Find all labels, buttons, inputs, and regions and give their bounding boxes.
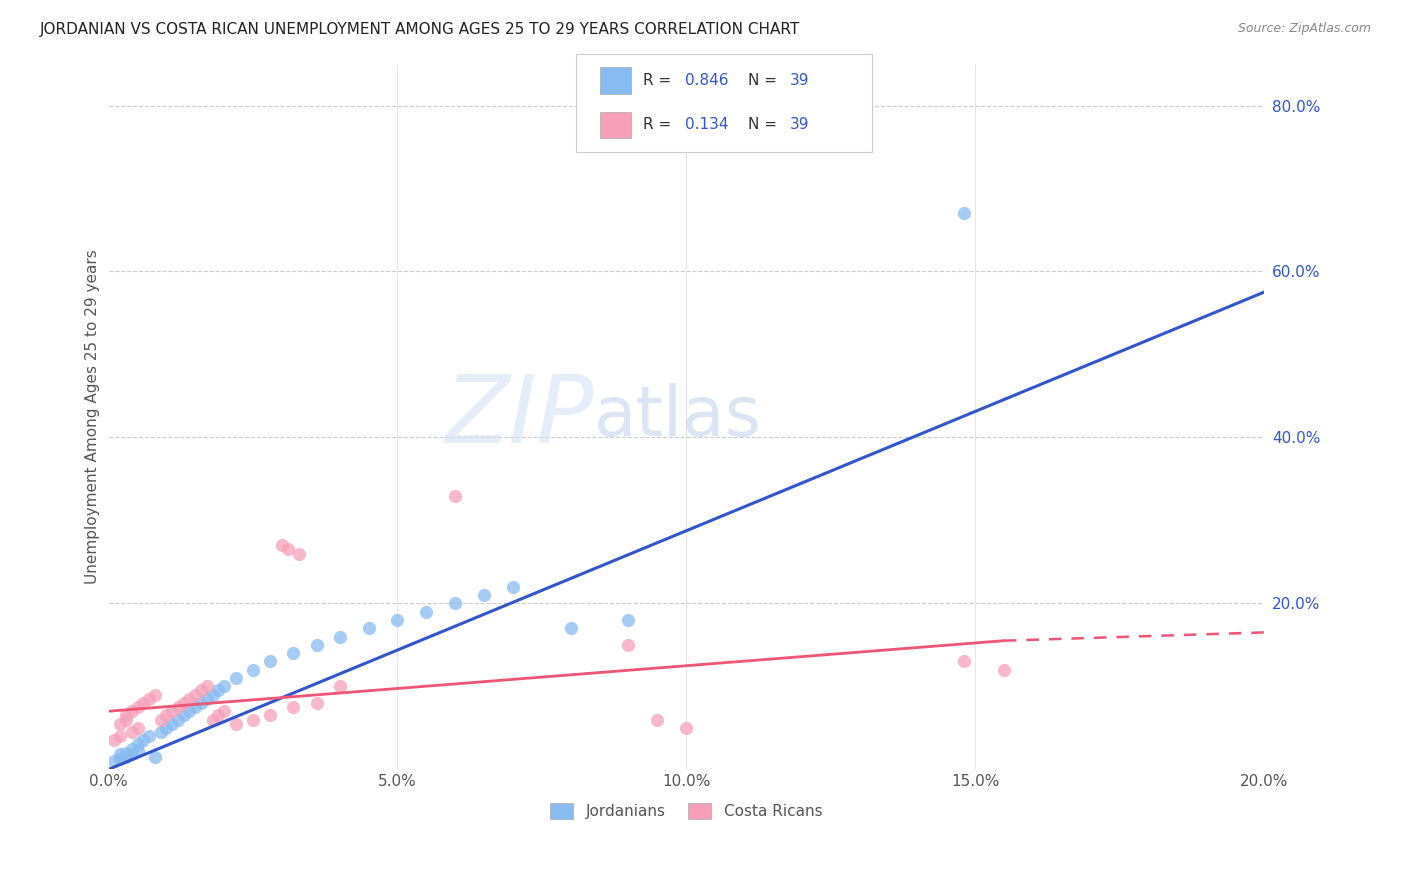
Text: JORDANIAN VS COSTA RICAN UNEMPLOYMENT AMONG AGES 25 TO 29 YEARS CORRELATION CHAR: JORDANIAN VS COSTA RICAN UNEMPLOYMENT AM… xyxy=(39,22,800,37)
Point xyxy=(952,206,974,220)
Point xyxy=(201,688,224,702)
Point xyxy=(167,713,190,727)
Point xyxy=(108,716,131,731)
Point xyxy=(179,691,201,706)
Point xyxy=(560,621,582,635)
Point xyxy=(115,749,138,764)
Text: R =: R = xyxy=(643,118,681,132)
Point xyxy=(115,713,138,727)
Point xyxy=(195,691,218,706)
Text: N =: N = xyxy=(748,73,782,87)
Point xyxy=(502,580,524,594)
Point xyxy=(283,646,305,660)
Point xyxy=(184,700,207,714)
Point xyxy=(127,744,149,758)
Point xyxy=(444,488,467,502)
Point xyxy=(143,749,166,764)
Point xyxy=(415,605,437,619)
Point xyxy=(472,588,495,602)
Point xyxy=(179,704,201,718)
Point xyxy=(184,688,207,702)
Text: 39: 39 xyxy=(790,118,810,132)
Point xyxy=(305,696,328,710)
Point xyxy=(127,700,149,714)
Point xyxy=(190,696,212,710)
Legend: Jordanians, Costa Ricans: Jordanians, Costa Ricans xyxy=(544,797,828,825)
Point xyxy=(138,691,160,706)
Y-axis label: Unemployment Among Ages 25 to 29 years: Unemployment Among Ages 25 to 29 years xyxy=(86,249,100,584)
Point xyxy=(108,752,131,766)
Point xyxy=(173,696,195,710)
Point xyxy=(155,721,177,735)
Point xyxy=(675,721,697,735)
Point xyxy=(617,638,640,652)
Point xyxy=(195,679,218,693)
Point xyxy=(127,738,149,752)
Point xyxy=(160,716,183,731)
Point xyxy=(115,746,138,760)
Point xyxy=(160,704,183,718)
Point xyxy=(387,613,409,627)
Text: N =: N = xyxy=(748,118,782,132)
Point xyxy=(329,679,352,693)
Point xyxy=(357,621,380,635)
Point xyxy=(127,721,149,735)
Text: 0.846: 0.846 xyxy=(685,73,728,87)
Point xyxy=(225,671,247,685)
Point xyxy=(115,708,138,723)
Point xyxy=(132,696,155,710)
Point xyxy=(283,700,305,714)
Point xyxy=(103,733,125,747)
Point xyxy=(143,688,166,702)
Text: 0.134: 0.134 xyxy=(685,118,728,132)
Point xyxy=(173,708,195,723)
Point xyxy=(155,708,177,723)
Point xyxy=(149,725,172,739)
Point xyxy=(167,700,190,714)
Text: atlas: atlas xyxy=(593,384,762,450)
Point xyxy=(108,729,131,743)
Point xyxy=(121,704,143,718)
Point xyxy=(952,655,974,669)
Point xyxy=(212,704,235,718)
Point xyxy=(242,713,264,727)
Point xyxy=(647,713,669,727)
Point xyxy=(288,547,311,561)
Point xyxy=(138,729,160,743)
Point xyxy=(993,663,1015,677)
Text: R =: R = xyxy=(643,73,676,87)
Text: ZIP: ZIP xyxy=(444,371,593,462)
Point xyxy=(444,596,467,610)
Point xyxy=(121,741,143,756)
Point xyxy=(259,708,281,723)
Point xyxy=(108,747,131,762)
Point xyxy=(225,716,247,731)
Point xyxy=(271,538,294,552)
Point xyxy=(277,542,299,557)
Point xyxy=(149,713,172,727)
Point xyxy=(121,747,143,762)
Point xyxy=(212,679,235,693)
Point xyxy=(259,655,281,669)
Point xyxy=(329,630,352,644)
Point xyxy=(617,613,640,627)
Text: 39: 39 xyxy=(790,73,810,87)
Point xyxy=(207,683,229,698)
Text: Source: ZipAtlas.com: Source: ZipAtlas.com xyxy=(1237,22,1371,36)
Point xyxy=(190,683,212,698)
Point xyxy=(242,663,264,677)
Point xyxy=(201,713,224,727)
Point xyxy=(121,725,143,739)
Point xyxy=(132,733,155,747)
Point xyxy=(207,708,229,723)
Point xyxy=(103,754,125,768)
Point xyxy=(305,638,328,652)
